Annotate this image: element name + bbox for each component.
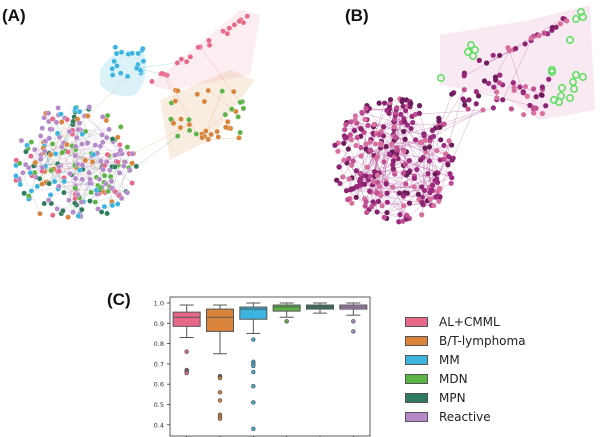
legend-label: MDN <box>439 371 468 386</box>
legend-label: MM <box>439 352 460 367</box>
legend-item: AL+CMML <box>405 312 526 331</box>
legend-label: MPN <box>439 390 466 405</box>
svg-text:0.5: 0.5 <box>154 401 164 409</box>
svg-text:0.7: 0.7 <box>154 360 164 368</box>
svg-text:1.0: 1.0 <box>154 300 164 308</box>
legend-item: MM <box>405 350 526 369</box>
legend-swatch <box>405 411 428 422</box>
legend: AL+CMML B/T-lymphoma MM MDN MPN Reactive <box>405 312 526 426</box>
network-graph-b <box>332 5 595 225</box>
panel-c-label: (C) <box>107 290 131 309</box>
svg-text:0.8: 0.8 <box>154 340 164 348</box>
legend-swatch <box>405 335 428 346</box>
legend-swatch <box>405 373 428 384</box>
legend-label: AL+CMML <box>439 314 500 329</box>
legend-swatch <box>405 392 428 403</box>
svg-text:0.4: 0.4 <box>154 421 164 429</box>
panel-a-label: (A) <box>2 6 26 25</box>
svg-text:0.9: 0.9 <box>154 320 164 328</box>
box-plot: 0.4 0.5 0.6 0.7 0.8 0.9 1.0 <box>154 296 371 437</box>
legend-item: Reactive <box>405 407 526 426</box>
panel-b-label: (B) <box>345 6 369 25</box>
legend-label: Reactive <box>439 409 491 424</box>
legend-item: MPN <box>405 388 526 407</box>
legend-label: B/T-lymphoma <box>439 333 526 348</box>
svg-text:0.6: 0.6 <box>154 381 164 389</box>
legend-swatch <box>405 354 428 365</box>
legend-swatch <box>405 316 428 327</box>
legend-item: MDN <box>405 369 526 388</box>
network-graph-a <box>13 10 260 220</box>
legend-item: B/T-lymphoma <box>405 331 526 350</box>
